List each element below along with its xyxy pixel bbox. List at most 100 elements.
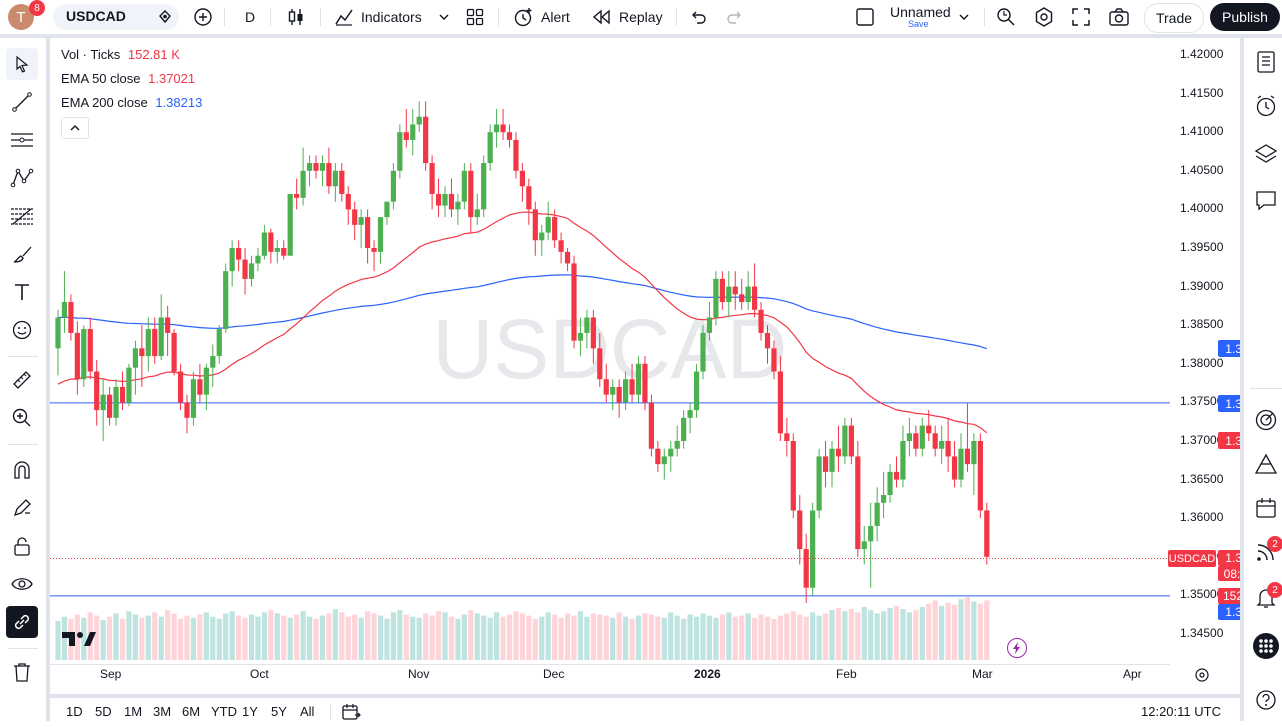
layouts-grid-icon[interactable]: [466, 0, 484, 34]
range-1y[interactable]: 1Y: [242, 704, 258, 719]
fullscreen-icon[interactable]: [1071, 0, 1091, 34]
volume-bar: [236, 615, 242, 660]
calendar-icon[interactable]: [1250, 492, 1282, 524]
candle-body: [635, 363, 642, 395]
layout-chevron-icon[interactable]: [958, 0, 970, 34]
undo-icon[interactable]: [689, 0, 707, 34]
draw-mode-icon[interactable]: [6, 492, 38, 524]
symbol-name[interactable]: USDCAD: [66, 8, 126, 24]
symbol-search[interactable]: [53, 4, 179, 30]
brush-icon[interactable]: [6, 238, 38, 270]
volume-bar: [358, 617, 364, 660]
collapse-legend-button[interactable]: [61, 117, 89, 139]
chat-icon[interactable]: [1250, 184, 1282, 216]
candle-body: [429, 163, 435, 194]
horizontal-lines[interactable]: [50, 402, 1170, 597]
lightning-icon[interactable]: [1007, 638, 1027, 658]
candle-body: [435, 193, 442, 206]
volume-bar: [900, 609, 906, 660]
price-axis-tick: 1.37500: [1180, 394, 1224, 409]
range-1m[interactable]: 1M: [124, 704, 143, 719]
range-1d[interactable]: 1D: [66, 704, 83, 719]
candle-body: [610, 386, 616, 395]
volume-bar: [203, 612, 209, 660]
layout-name[interactable]: Unnamed: [890, 4, 951, 20]
volume-bar: [926, 603, 932, 660]
ema50-legend[interactable]: EMA 50 close 1.37021: [61, 71, 195, 86]
trash-icon[interactable]: [6, 656, 38, 688]
magnet-icon[interactable]: [6, 454, 38, 486]
volume-bar: [887, 608, 893, 660]
ruler-icon[interactable]: [6, 364, 38, 396]
indicators-icon[interactable]: [334, 0, 354, 34]
cursor-icon[interactable]: [6, 48, 38, 80]
range-5y[interactable]: 5Y: [271, 704, 287, 719]
redo-icon[interactable]: [726, 0, 744, 34]
axis-settings-icon[interactable]: [1194, 667, 1210, 688]
watchlist-icon[interactable]: [1250, 46, 1282, 78]
settings-gear-icon[interactable]: [1033, 0, 1055, 34]
quick-search-icon[interactable]: [995, 0, 1017, 34]
candle-body: [223, 271, 229, 330]
horizontal-lines-icon[interactable]: [6, 124, 38, 156]
range-ytd[interactable]: YTD: [211, 704, 237, 719]
range-all[interactable]: All: [300, 704, 315, 719]
right-sidebar: 2 2: [1240, 38, 1282, 721]
candles-chart-type-icon[interactable]: [286, 0, 306, 34]
indicators-chevron-icon[interactable]: [438, 0, 450, 34]
fib-retracement-icon[interactable]: [6, 200, 38, 232]
layers-icon[interactable]: [1250, 138, 1282, 170]
alerts-clock-icon[interactable]: [1250, 90, 1282, 122]
symbol-menu-icon[interactable]: [156, 0, 174, 34]
volume-bar: [158, 616, 164, 660]
pattern-tool-icon[interactable]: [6, 162, 38, 194]
volume-bar: [590, 613, 596, 660]
snapshot-camera-icon[interactable]: [1108, 0, 1130, 34]
clock-timezone[interactable]: 12:20:11 UTC: [1141, 704, 1221, 719]
zoom-in-icon[interactable]: [6, 402, 38, 434]
publish-button[interactable]: Publish: [1210, 3, 1280, 31]
goto-date-icon[interactable]: [341, 702, 361, 727]
lock-icon[interactable]: [6, 530, 38, 562]
layout-save-label[interactable]: Save: [908, 19, 929, 29]
compare-add-icon[interactable]: [193, 0, 213, 34]
price-chart[interactable]: USDCAD: [50, 38, 1240, 690]
chart-pane[interactable]: USDCAD Vol · Ticks 152.81 K EMA 50 close…: [50, 38, 1276, 690]
candle-body: [668, 448, 674, 457]
volume-legend[interactable]: Vol · Ticks 152.81 K: [61, 47, 180, 62]
alert-button[interactable]: Alert: [541, 9, 570, 25]
candle-body: [126, 367, 132, 403]
emoji-icon[interactable]: [6, 314, 38, 346]
candle-body: [623, 379, 629, 403]
help-icon[interactable]: [1250, 684, 1282, 716]
candle-body: [481, 163, 487, 210]
replay-button[interactable]: Replay: [619, 9, 663, 25]
layout-checkbox-icon[interactable]: [855, 0, 875, 34]
range-6m[interactable]: 6M: [182, 704, 201, 719]
volume-bar: [506, 614, 513, 660]
volume-bar: [848, 609, 854, 660]
eye-icon[interactable]: [6, 568, 38, 600]
indicators-button[interactable]: Indicators: [361, 9, 422, 25]
ema200-legend[interactable]: EMA 200 close 1.38213: [61, 95, 202, 110]
text-tool-icon[interactable]: [6, 276, 38, 308]
candle-body: [945, 441, 951, 457]
range-3m[interactable]: 3M: [153, 704, 172, 719]
candle-body: [506, 132, 513, 140]
ideas-pyramid-icon[interactable]: [1250, 448, 1282, 480]
range-5d[interactable]: 5D: [95, 704, 112, 719]
trend-line-icon[interactable]: [6, 86, 38, 118]
alert-clock-icon[interactable]: [512, 0, 534, 34]
apps-grid-icon[interactable]: [1250, 630, 1282, 662]
candle-body: [881, 495, 887, 503]
tradingview-logo[interactable]: [62, 630, 96, 654]
volume-bar: [648, 614, 654, 660]
interval-button[interactable]: D: [245, 9, 256, 25]
trade-button[interactable]: Trade: [1144, 3, 1204, 33]
candles: [55, 101, 990, 604]
replay-icon[interactable]: [592, 0, 612, 34]
divider: [270, 8, 271, 26]
candle-body: [332, 170, 338, 187]
target-icon[interactable]: [1250, 404, 1282, 436]
link-icon[interactable]: [6, 606, 38, 638]
